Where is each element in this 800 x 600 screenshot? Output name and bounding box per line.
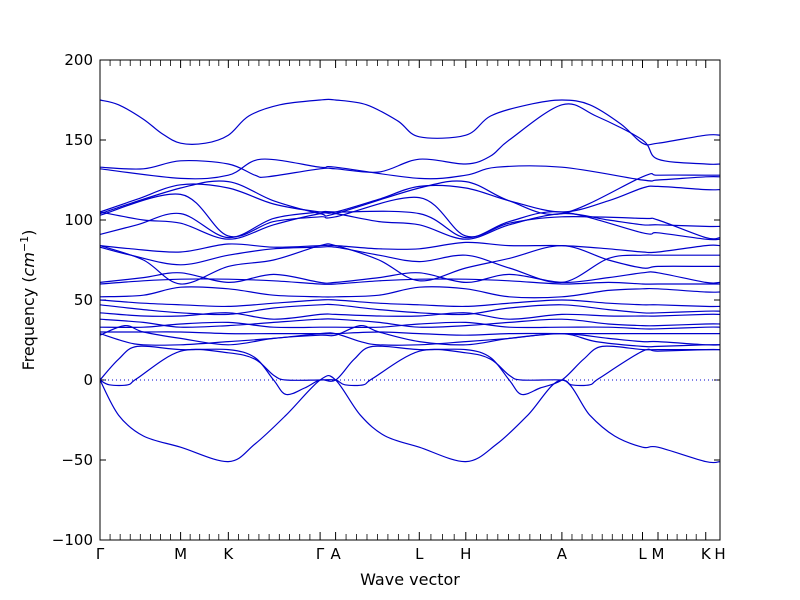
x-tick-label: K bbox=[701, 545, 712, 563]
y-tick-label: 200 bbox=[64, 51, 93, 69]
band-line-7 bbox=[99, 193, 721, 240]
band-line-9 bbox=[99, 241, 721, 254]
y-tick-label: 0 bbox=[83, 371, 93, 389]
band-line-21 bbox=[99, 324, 721, 346]
x-tick-label: Γ bbox=[316, 545, 325, 563]
x-tick-label: L bbox=[638, 545, 647, 563]
band-line-18 bbox=[99, 318, 721, 328]
y-axis-label: Frequency (cm−1) bbox=[18, 230, 38, 371]
band-line-25 bbox=[99, 374, 721, 464]
band-line-2 bbox=[99, 103, 721, 178]
band-line-12 bbox=[99, 271, 721, 284]
y-tick-label: 50 bbox=[74, 291, 93, 309]
band-line-13 bbox=[99, 278, 720, 285]
x-tick-label: H bbox=[714, 545, 725, 563]
band-line-4 bbox=[99, 183, 721, 214]
x-tick-label: M bbox=[174, 545, 187, 563]
band-line-16 bbox=[99, 303, 721, 316]
band-line-11 bbox=[99, 243, 720, 285]
band-line-24 bbox=[99, 348, 721, 387]
y-tick-label: −50 bbox=[61, 451, 93, 469]
y-axis-label-sup: −1 bbox=[18, 236, 31, 252]
band-line-22 bbox=[99, 332, 721, 348]
band-line-8 bbox=[99, 210, 721, 241]
x-tick-label: A bbox=[557, 545, 568, 563]
x-tick-label: K bbox=[223, 545, 234, 563]
y-axis-ticks: −100 −50 0 50 100 150 200 bbox=[52, 51, 720, 549]
band-line-20 bbox=[100, 331, 720, 336]
plot-frame bbox=[99, 59, 721, 541]
band-line-1 bbox=[99, 98, 721, 146]
frequency-bands bbox=[99, 98, 721, 464]
x-tick-label: L bbox=[415, 545, 424, 563]
x-tick-label: Γ bbox=[96, 545, 105, 563]
band-line-10 bbox=[99, 245, 720, 284]
band-line-19 bbox=[99, 321, 721, 330]
y-axis-label-unit: cm bbox=[19, 252, 38, 276]
x-axis-label: Wave vector bbox=[360, 570, 460, 589]
band-line-15 bbox=[99, 299, 721, 308]
x-tick-label: M bbox=[652, 545, 665, 563]
band-line-14 bbox=[99, 286, 721, 299]
y-tick-label: 100 bbox=[64, 211, 93, 229]
band-line-23 bbox=[99, 345, 720, 396]
x-tick-label: A bbox=[330, 545, 341, 563]
band-line-17 bbox=[99, 312, 721, 320]
band-line-5 bbox=[99, 172, 720, 217]
y-axis-label-main: Frequency ( bbox=[19, 276, 38, 370]
band-line-3 bbox=[99, 158, 721, 182]
band-line-6 bbox=[99, 211, 721, 240]
y-axis-label-close: ) bbox=[19, 230, 38, 236]
y-tick-label: 150 bbox=[64, 131, 93, 149]
x-tick-label: H bbox=[460, 545, 471, 563]
y-tick-label: −100 bbox=[52, 531, 93, 549]
